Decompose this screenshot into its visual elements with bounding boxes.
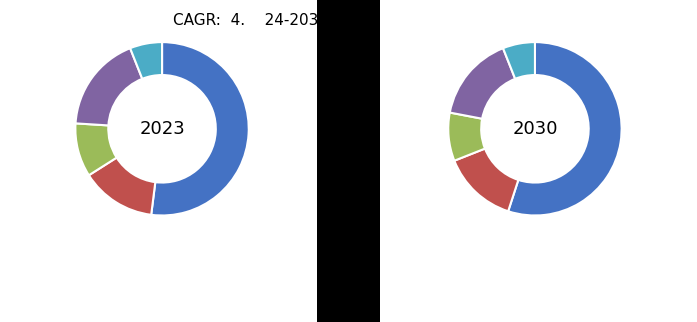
Wedge shape: [454, 148, 519, 211]
Wedge shape: [450, 48, 515, 119]
Text: 2030: 2030: [512, 120, 558, 138]
Wedge shape: [448, 113, 485, 161]
Text: CAGR:  4.    24-2030: CAGR: 4. 24-2030: [174, 13, 328, 28]
Wedge shape: [75, 123, 116, 175]
Wedge shape: [503, 42, 535, 79]
Wedge shape: [89, 157, 155, 215]
Wedge shape: [130, 42, 162, 79]
Text: 2023: 2023: [139, 120, 185, 138]
Wedge shape: [508, 42, 622, 215]
Wedge shape: [75, 48, 142, 126]
Wedge shape: [151, 42, 249, 215]
